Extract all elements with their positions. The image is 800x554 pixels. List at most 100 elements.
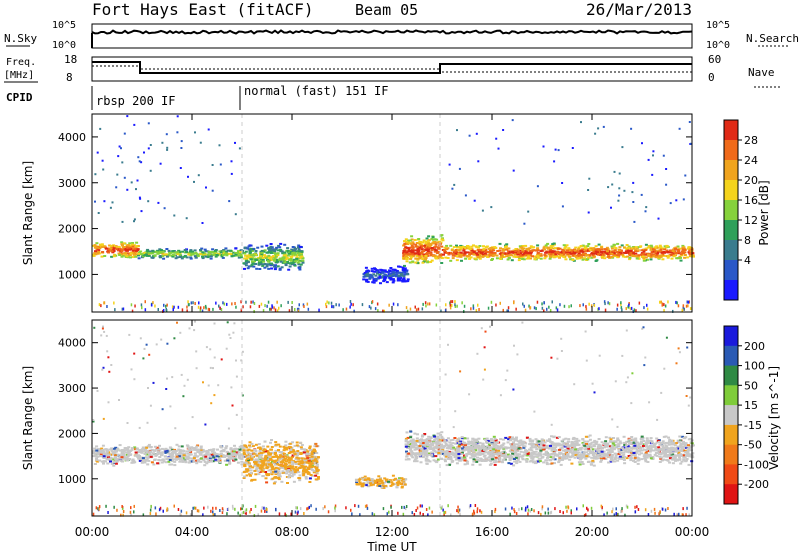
echo-cell xyxy=(535,448,539,451)
echo-cell xyxy=(383,273,387,276)
echo-cell xyxy=(176,256,180,259)
echo-cell xyxy=(388,303,390,307)
echo-cell xyxy=(183,452,187,455)
echo-cell xyxy=(611,183,614,186)
echo-cell xyxy=(280,266,284,269)
echo-cell xyxy=(242,262,246,265)
echo-cell xyxy=(265,473,269,475)
echo-cell xyxy=(381,484,385,487)
echo-cell xyxy=(99,450,103,453)
echo-cell xyxy=(295,451,299,454)
echo-cell xyxy=(528,304,530,308)
echo-cell xyxy=(302,474,306,477)
echo-cell xyxy=(92,450,96,453)
echo-cell xyxy=(686,300,688,304)
echo-cell xyxy=(203,306,205,310)
echo-cell xyxy=(121,244,124,247)
echo-cell xyxy=(408,261,412,264)
echo-cell xyxy=(687,463,691,466)
echo-cell xyxy=(160,453,163,456)
echo-cell xyxy=(375,269,379,272)
echo-cell xyxy=(110,450,114,453)
echo-cell xyxy=(396,482,400,485)
echo-cell xyxy=(201,222,204,224)
echo-cell xyxy=(516,440,520,443)
echo-cell xyxy=(228,453,232,456)
echo-cell xyxy=(242,477,246,479)
echo-cell xyxy=(355,479,359,482)
echo-cell xyxy=(397,265,400,268)
echo-cell xyxy=(166,148,169,151)
echo-cell xyxy=(469,456,473,459)
echo-cell xyxy=(143,151,145,154)
echo-cell xyxy=(671,250,675,253)
echo-cell xyxy=(242,305,244,309)
echo-cell xyxy=(600,246,604,249)
echo-cell xyxy=(420,257,424,260)
echo-cell xyxy=(159,249,163,251)
echo-cell xyxy=(670,257,674,260)
echo-cell xyxy=(516,253,520,256)
echo-cell xyxy=(402,253,406,256)
echo-cell xyxy=(627,245,631,248)
echo-cell xyxy=(605,449,609,452)
echo-cell xyxy=(427,438,431,441)
echo-cell xyxy=(584,247,588,249)
echo-cell xyxy=(650,250,654,253)
echo-cell xyxy=(255,468,258,471)
echo-cell xyxy=(569,258,573,261)
echo-cell xyxy=(612,252,616,254)
echo-cell xyxy=(577,451,581,454)
echo-cell xyxy=(159,451,163,454)
echo-cell xyxy=(269,243,273,245)
echo-cell xyxy=(451,252,455,255)
echo-cell xyxy=(105,458,109,461)
echo-cell xyxy=(284,264,288,267)
echo-cell xyxy=(104,247,108,250)
echo-cell xyxy=(245,474,249,477)
echo-cell xyxy=(370,274,374,277)
echo-cell xyxy=(205,186,207,189)
echo-cell xyxy=(271,477,275,480)
echo-cell xyxy=(468,257,472,260)
echo-cell xyxy=(181,308,184,312)
echo-cell xyxy=(315,460,319,463)
echo-cell xyxy=(370,276,374,279)
echo-cell xyxy=(97,249,101,252)
echo-cell xyxy=(120,456,124,459)
echo-cell xyxy=(202,455,206,457)
echo-cell xyxy=(552,254,556,256)
echo-cell xyxy=(232,455,236,458)
echo-cell xyxy=(481,253,485,256)
echo-cell xyxy=(432,255,436,258)
echo-cell xyxy=(673,250,677,253)
echo-cell xyxy=(244,262,248,265)
echo-cell xyxy=(256,464,260,467)
echo-cell xyxy=(517,249,521,252)
echo-cell xyxy=(250,300,252,304)
echo-cell xyxy=(269,307,271,311)
echo-cell xyxy=(406,442,410,444)
echo-cell xyxy=(540,249,544,252)
echo-cell xyxy=(141,457,145,460)
echo-cell xyxy=(457,249,460,252)
echo-cell xyxy=(139,458,143,461)
echo-cell xyxy=(307,460,311,463)
echo-cell xyxy=(298,254,302,256)
echo-cell xyxy=(406,447,410,449)
echo-cell xyxy=(487,247,491,250)
echo-cell xyxy=(582,254,586,257)
echo-cell xyxy=(245,257,249,260)
echo-cell xyxy=(297,463,301,466)
echo-cell xyxy=(594,132,597,135)
echo-cell xyxy=(527,210,530,213)
echo-cell xyxy=(102,462,105,465)
echo-cell xyxy=(374,274,378,277)
echo-cell xyxy=(389,272,392,275)
echo-cell xyxy=(236,461,240,464)
echo-cell xyxy=(429,443,433,446)
echo-cell xyxy=(435,303,438,307)
echo-cell xyxy=(295,453,299,456)
echo-cell xyxy=(131,242,135,244)
echo-cell xyxy=(195,445,199,448)
